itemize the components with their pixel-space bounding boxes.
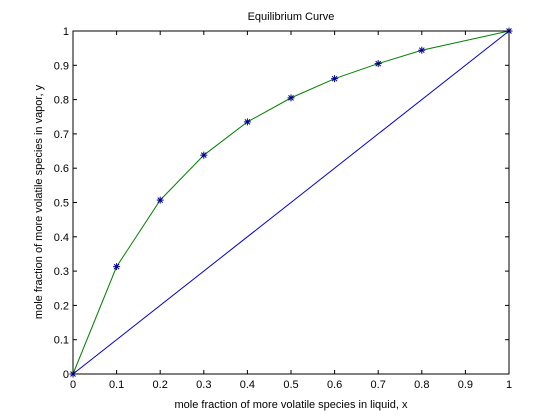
y-tick-label: 1 xyxy=(63,26,69,38)
x-tick-label: 0.6 xyxy=(327,379,342,391)
x-tick-label: 0.3 xyxy=(196,379,211,391)
y-tick-label: 0 xyxy=(63,369,69,381)
data-point-marker xyxy=(287,94,295,102)
y-tick-label: 0.9 xyxy=(54,60,69,72)
x-tick-label: 0.9 xyxy=(458,379,473,391)
data-point-marker xyxy=(113,263,121,271)
y-tick-label: 0.1 xyxy=(54,335,69,347)
chart-title: Equilibrium Curve xyxy=(248,11,335,23)
data-point-marker xyxy=(418,46,426,54)
series-layer xyxy=(69,27,513,378)
y-tick-label: 0.7 xyxy=(54,129,69,141)
x-tick-label: 0 xyxy=(70,379,76,391)
y-axis-label: mole fraction of more volatile species i… xyxy=(33,84,45,319)
diagonal-reference-line xyxy=(72,30,510,375)
x-axis-label: mole fraction of more volatile species i… xyxy=(175,399,408,411)
y-tick-label: 0.6 xyxy=(54,163,69,175)
data-point-marker xyxy=(331,75,339,83)
equilibrium-curve-line xyxy=(72,30,510,375)
x-tick-label: 0.2 xyxy=(153,379,168,391)
x-tick-label: 0.1 xyxy=(109,379,124,391)
x-tick-label: 0.8 xyxy=(414,379,429,391)
data-point-marker xyxy=(200,151,208,159)
axes-layer: 0 0.1 0.2 0.3 0.4 0.5 0.6 0.7 0.8 0.9 1 0 0.1 0.2 0.3 0… xyxy=(54,26,512,391)
data-point-marker xyxy=(243,118,251,126)
y-tick-label: 0.5 xyxy=(54,198,69,210)
y-tick-label: 0.4 xyxy=(54,232,69,244)
y-tick-label: 0.2 xyxy=(54,300,69,312)
y-tick-label: 0.3 xyxy=(54,266,69,278)
x-tick-label: 0.7 xyxy=(371,379,386,391)
data-point-marker xyxy=(156,196,164,204)
x-tick-label: 0.4 xyxy=(240,379,255,391)
y-tick-label: 0.8 xyxy=(54,95,69,107)
data-point-marker xyxy=(374,60,382,68)
x-tick-label: 1 xyxy=(506,379,512,391)
x-tick-label: 0.5 xyxy=(283,379,298,391)
